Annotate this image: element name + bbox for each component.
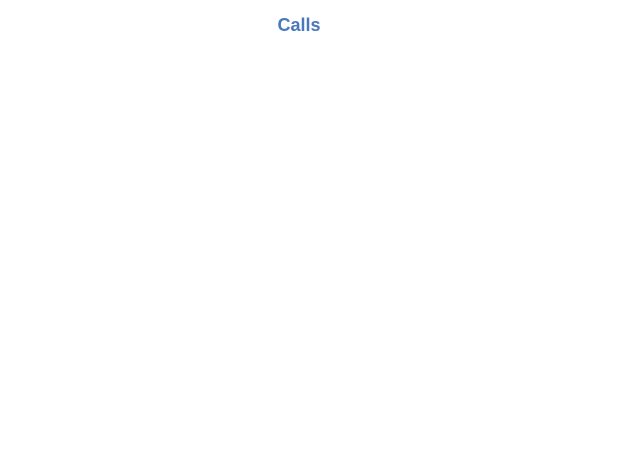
page-title: Calls: [277, 15, 321, 35]
calls-list-area: [0, 48, 640, 450]
